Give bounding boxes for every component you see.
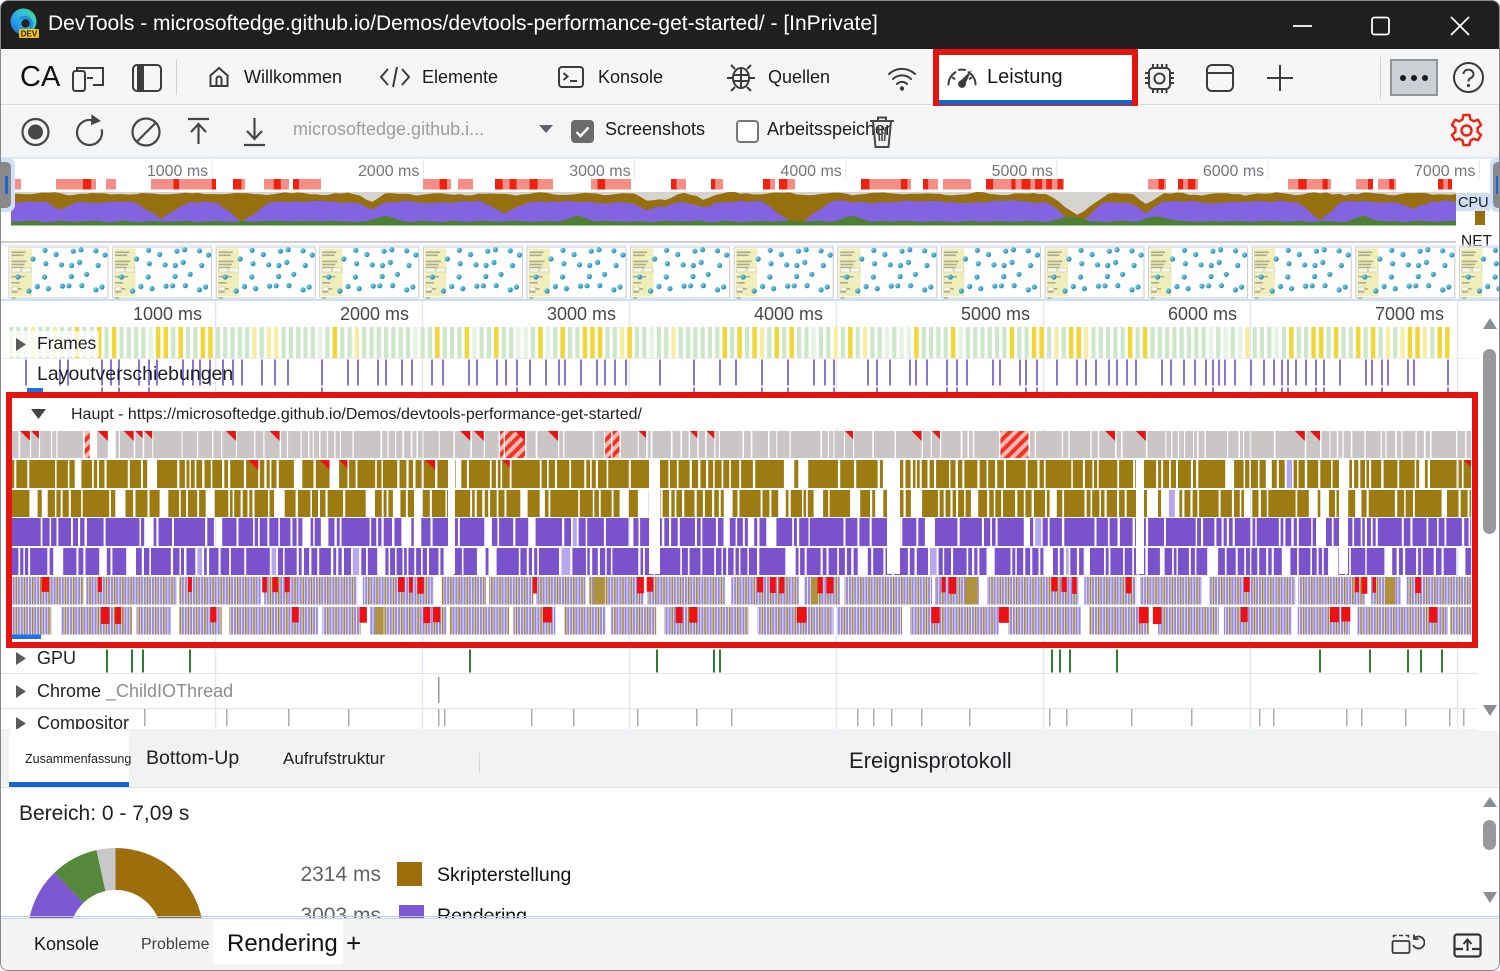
svg-text:3000 ms: 3000 ms	[547, 304, 616, 324]
svg-text:4000 ms: 4000 ms	[780, 163, 841, 180]
svg-text:6000 ms: 6000 ms	[1203, 163, 1264, 180]
svg-text:1000 ms: 1000 ms	[133, 304, 202, 324]
svg-text:5000 ms: 5000 ms	[992, 163, 1053, 180]
svg-text:1000 ms: 1000 ms	[147, 163, 208, 180]
svg-text:NET: NET	[1461, 233, 1493, 250]
svg-text:2000 ms: 2000 ms	[340, 304, 409, 324]
svg-text:4000 ms: 4000 ms	[754, 304, 823, 324]
svg-text:DEV: DEV	[21, 30, 38, 39]
svg-text:3000 ms: 3000 ms	[569, 163, 630, 180]
svg-text:2000 ms: 2000 ms	[358, 163, 419, 180]
svg-text:6000 ms: 6000 ms	[1168, 304, 1237, 324]
svg-text:5000 ms: 5000 ms	[961, 304, 1030, 324]
svg-text:7000 ms: 7000 ms	[1414, 163, 1475, 180]
svg-text:7000 ms: 7000 ms	[1375, 304, 1444, 324]
svg-text:CPU: CPU	[1458, 195, 1489, 211]
